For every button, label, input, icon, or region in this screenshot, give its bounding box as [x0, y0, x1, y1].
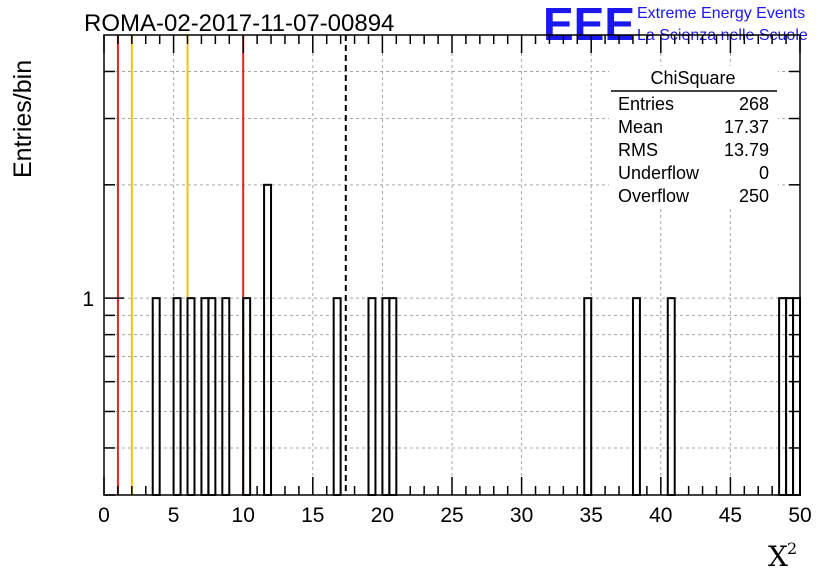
histogram-bin [583, 297, 593, 496]
histogram-bin [785, 297, 795, 496]
histogram-bins [151, 183, 801, 497]
histogram-bin [263, 183, 273, 497]
logo-line-1: Extreme Energy Events [637, 5, 805, 22]
stats-row-label: Underflow [618, 163, 700, 183]
stats-box-background [609, 66, 778, 206]
histogram-bin [151, 297, 161, 496]
stats-box: ChiSquare Entries 268 Mean 17.37 RMS 13.79 Und… [609, 66, 778, 206]
x-tick-label: 50 [788, 504, 811, 527]
histogram-bin [172, 297, 182, 496]
logo-mark: EEE [543, 0, 635, 50]
y-axis-label: Entries/bin [9, 60, 37, 178]
histogram-bin [666, 297, 676, 496]
stats-row-value: 13.79 [724, 140, 769, 160]
stats-row-value: 17.37 [724, 117, 769, 137]
x-tick-label: 40 [649, 504, 672, 527]
histogram-bin [792, 297, 801, 496]
histogram-bin [200, 297, 210, 496]
stats-row-value: 250 [739, 186, 769, 206]
y-tick-label: 1 [82, 288, 94, 311]
stats-row-label: Mean [618, 117, 663, 137]
histogram-bin [221, 297, 231, 496]
x-tick-label: 35 [580, 504, 603, 527]
x-tick-label: 5 [168, 504, 180, 527]
eee-logo: EEE Extreme Energy Events La Scienza nel… [543, 0, 808, 50]
stats-box-name: ChiSquare [650, 68, 735, 88]
stats-row-label: RMS [618, 140, 658, 160]
x-tick-label: 25 [440, 504, 463, 527]
axis-ticks: 10 5 10 15 20 25 30 35 40 45 50 [82, 35, 812, 527]
histogram-bin [207, 297, 217, 496]
histogram-bin [332, 297, 342, 496]
histogram-bin [242, 297, 252, 496]
stats-row-label: Entries [618, 94, 674, 114]
stats-row-label: Overflow [618, 186, 690, 206]
x-axis-label-superscript: 2 [787, 539, 797, 558]
histogram-bin [186, 297, 196, 496]
x-tick-label: 30 [510, 504, 533, 527]
chart-title: ROMA-02-2017-11-07-00894 [84, 10, 394, 37]
x-tick-label: 15 [301, 504, 324, 527]
histogram-bin [367, 297, 377, 496]
x-axis-label: X [768, 540, 788, 572]
histogram-bin [778, 297, 788, 496]
stats-row-value: 268 [739, 94, 769, 114]
x-tick-label: 10 [232, 504, 255, 527]
x-tick-label: 0 [98, 504, 110, 527]
stats-row-value: 0 [759, 163, 769, 183]
stats-rows: Entries 268 Mean 17.37 RMS 13.79 Underflow 0 Ove… [618, 94, 769, 206]
histogram-bin [381, 297, 391, 496]
histogram-bin [631, 297, 641, 496]
histogram-bin [388, 297, 398, 496]
x-tick-label: 20 [371, 504, 394, 527]
x-tick-label: 45 [719, 504, 742, 527]
